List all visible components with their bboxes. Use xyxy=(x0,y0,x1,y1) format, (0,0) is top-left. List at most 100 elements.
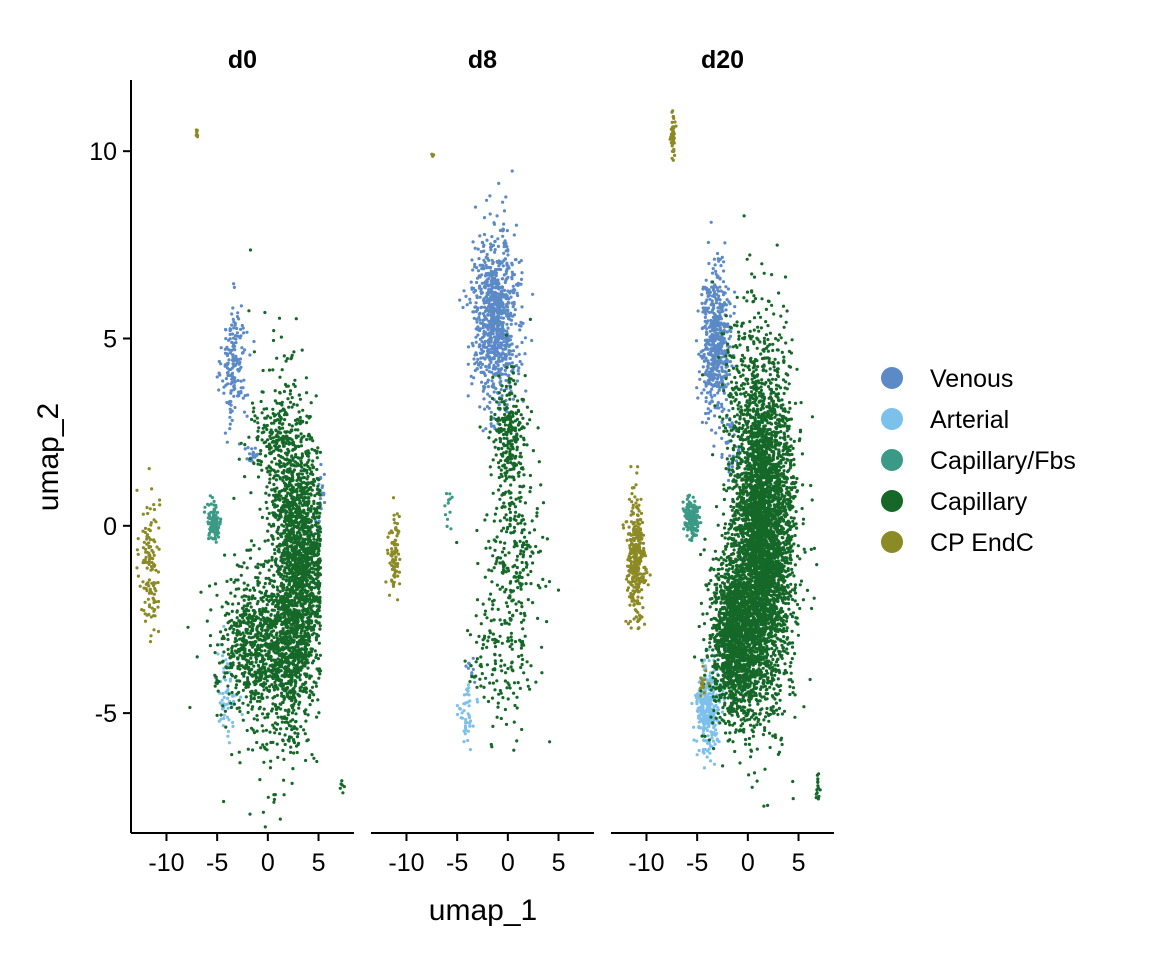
data-point xyxy=(307,625,311,629)
data-point xyxy=(234,337,238,341)
data-point xyxy=(300,654,304,659)
data-point xyxy=(311,604,315,608)
data-point xyxy=(496,281,500,285)
data-point xyxy=(504,357,508,361)
data-point xyxy=(311,459,315,463)
data-point xyxy=(310,685,315,689)
data-point xyxy=(299,478,303,482)
data-point xyxy=(226,706,230,711)
data-point xyxy=(316,552,321,556)
data-point xyxy=(462,289,466,293)
data-point xyxy=(267,493,271,497)
data-point xyxy=(199,590,203,594)
data-point xyxy=(482,232,487,237)
data-point xyxy=(145,566,149,570)
data-point xyxy=(393,562,397,566)
data-point xyxy=(300,348,304,352)
data-point xyxy=(211,526,215,530)
x-tick-label: 0 xyxy=(261,849,275,877)
data-point xyxy=(317,641,321,645)
data-point xyxy=(283,498,287,502)
data-point xyxy=(505,296,510,300)
data-point xyxy=(232,388,236,392)
data-point xyxy=(227,358,231,362)
data-point xyxy=(500,322,504,327)
data-point xyxy=(517,474,521,478)
data-point xyxy=(142,608,146,613)
data-point xyxy=(239,573,243,577)
data-point xyxy=(268,620,272,624)
data-point xyxy=(511,349,516,353)
data-point xyxy=(217,371,221,375)
data-point xyxy=(238,619,242,623)
data-point xyxy=(152,503,156,507)
data-point xyxy=(307,651,311,655)
data-point xyxy=(293,596,297,600)
data-point xyxy=(302,597,307,601)
data-point xyxy=(206,516,210,520)
data-point xyxy=(254,689,258,693)
data-point xyxy=(270,709,274,713)
data-point xyxy=(236,390,240,394)
data-point xyxy=(234,341,238,345)
data-point xyxy=(308,467,312,471)
data-point xyxy=(287,642,291,646)
data-point xyxy=(214,540,218,544)
data-point xyxy=(483,274,488,278)
data-point xyxy=(285,494,289,498)
data-point xyxy=(261,684,265,689)
data-point xyxy=(488,400,492,404)
data-point xyxy=(495,350,500,354)
data-point xyxy=(305,437,309,442)
data-point xyxy=(228,677,233,681)
data-point xyxy=(257,426,261,430)
data-point xyxy=(479,291,484,295)
data-point xyxy=(468,301,472,305)
data-point xyxy=(318,560,322,565)
data-point xyxy=(246,703,250,707)
data-point xyxy=(277,543,281,548)
data-point xyxy=(221,654,225,658)
data-point xyxy=(285,575,289,579)
data-point xyxy=(287,551,292,555)
data-point xyxy=(282,583,286,588)
data-point xyxy=(266,674,271,679)
data-point xyxy=(270,663,274,667)
data-point xyxy=(298,578,302,582)
data-point xyxy=(258,609,262,613)
data-point xyxy=(301,588,305,592)
data-point xyxy=(302,544,306,548)
data-point xyxy=(478,284,482,288)
scatter-points xyxy=(135,128,346,829)
data-point xyxy=(497,336,502,340)
data-point xyxy=(443,513,448,517)
data-point xyxy=(503,368,507,372)
data-point xyxy=(249,491,253,495)
data-point xyxy=(482,344,486,349)
data-point xyxy=(315,604,319,608)
data-point xyxy=(313,516,317,521)
data-point xyxy=(147,562,151,567)
data-point xyxy=(507,373,511,377)
data-point xyxy=(523,336,528,340)
data-point xyxy=(519,277,524,281)
data-point xyxy=(222,624,226,629)
data-point xyxy=(508,362,512,366)
data-point xyxy=(294,460,298,464)
data-point xyxy=(227,348,231,352)
data-point xyxy=(262,707,266,711)
data-point xyxy=(499,291,503,295)
data-point xyxy=(504,354,508,358)
data-point xyxy=(217,719,221,723)
data-point xyxy=(275,595,279,599)
data-point xyxy=(318,624,322,628)
data-point xyxy=(284,430,288,434)
data-point xyxy=(150,565,154,569)
data-point xyxy=(303,672,307,676)
data-point xyxy=(487,406,491,410)
data-point xyxy=(219,362,223,366)
data-point xyxy=(302,529,306,533)
data-point xyxy=(294,644,298,648)
data-point xyxy=(496,292,500,296)
data-point xyxy=(245,728,249,733)
